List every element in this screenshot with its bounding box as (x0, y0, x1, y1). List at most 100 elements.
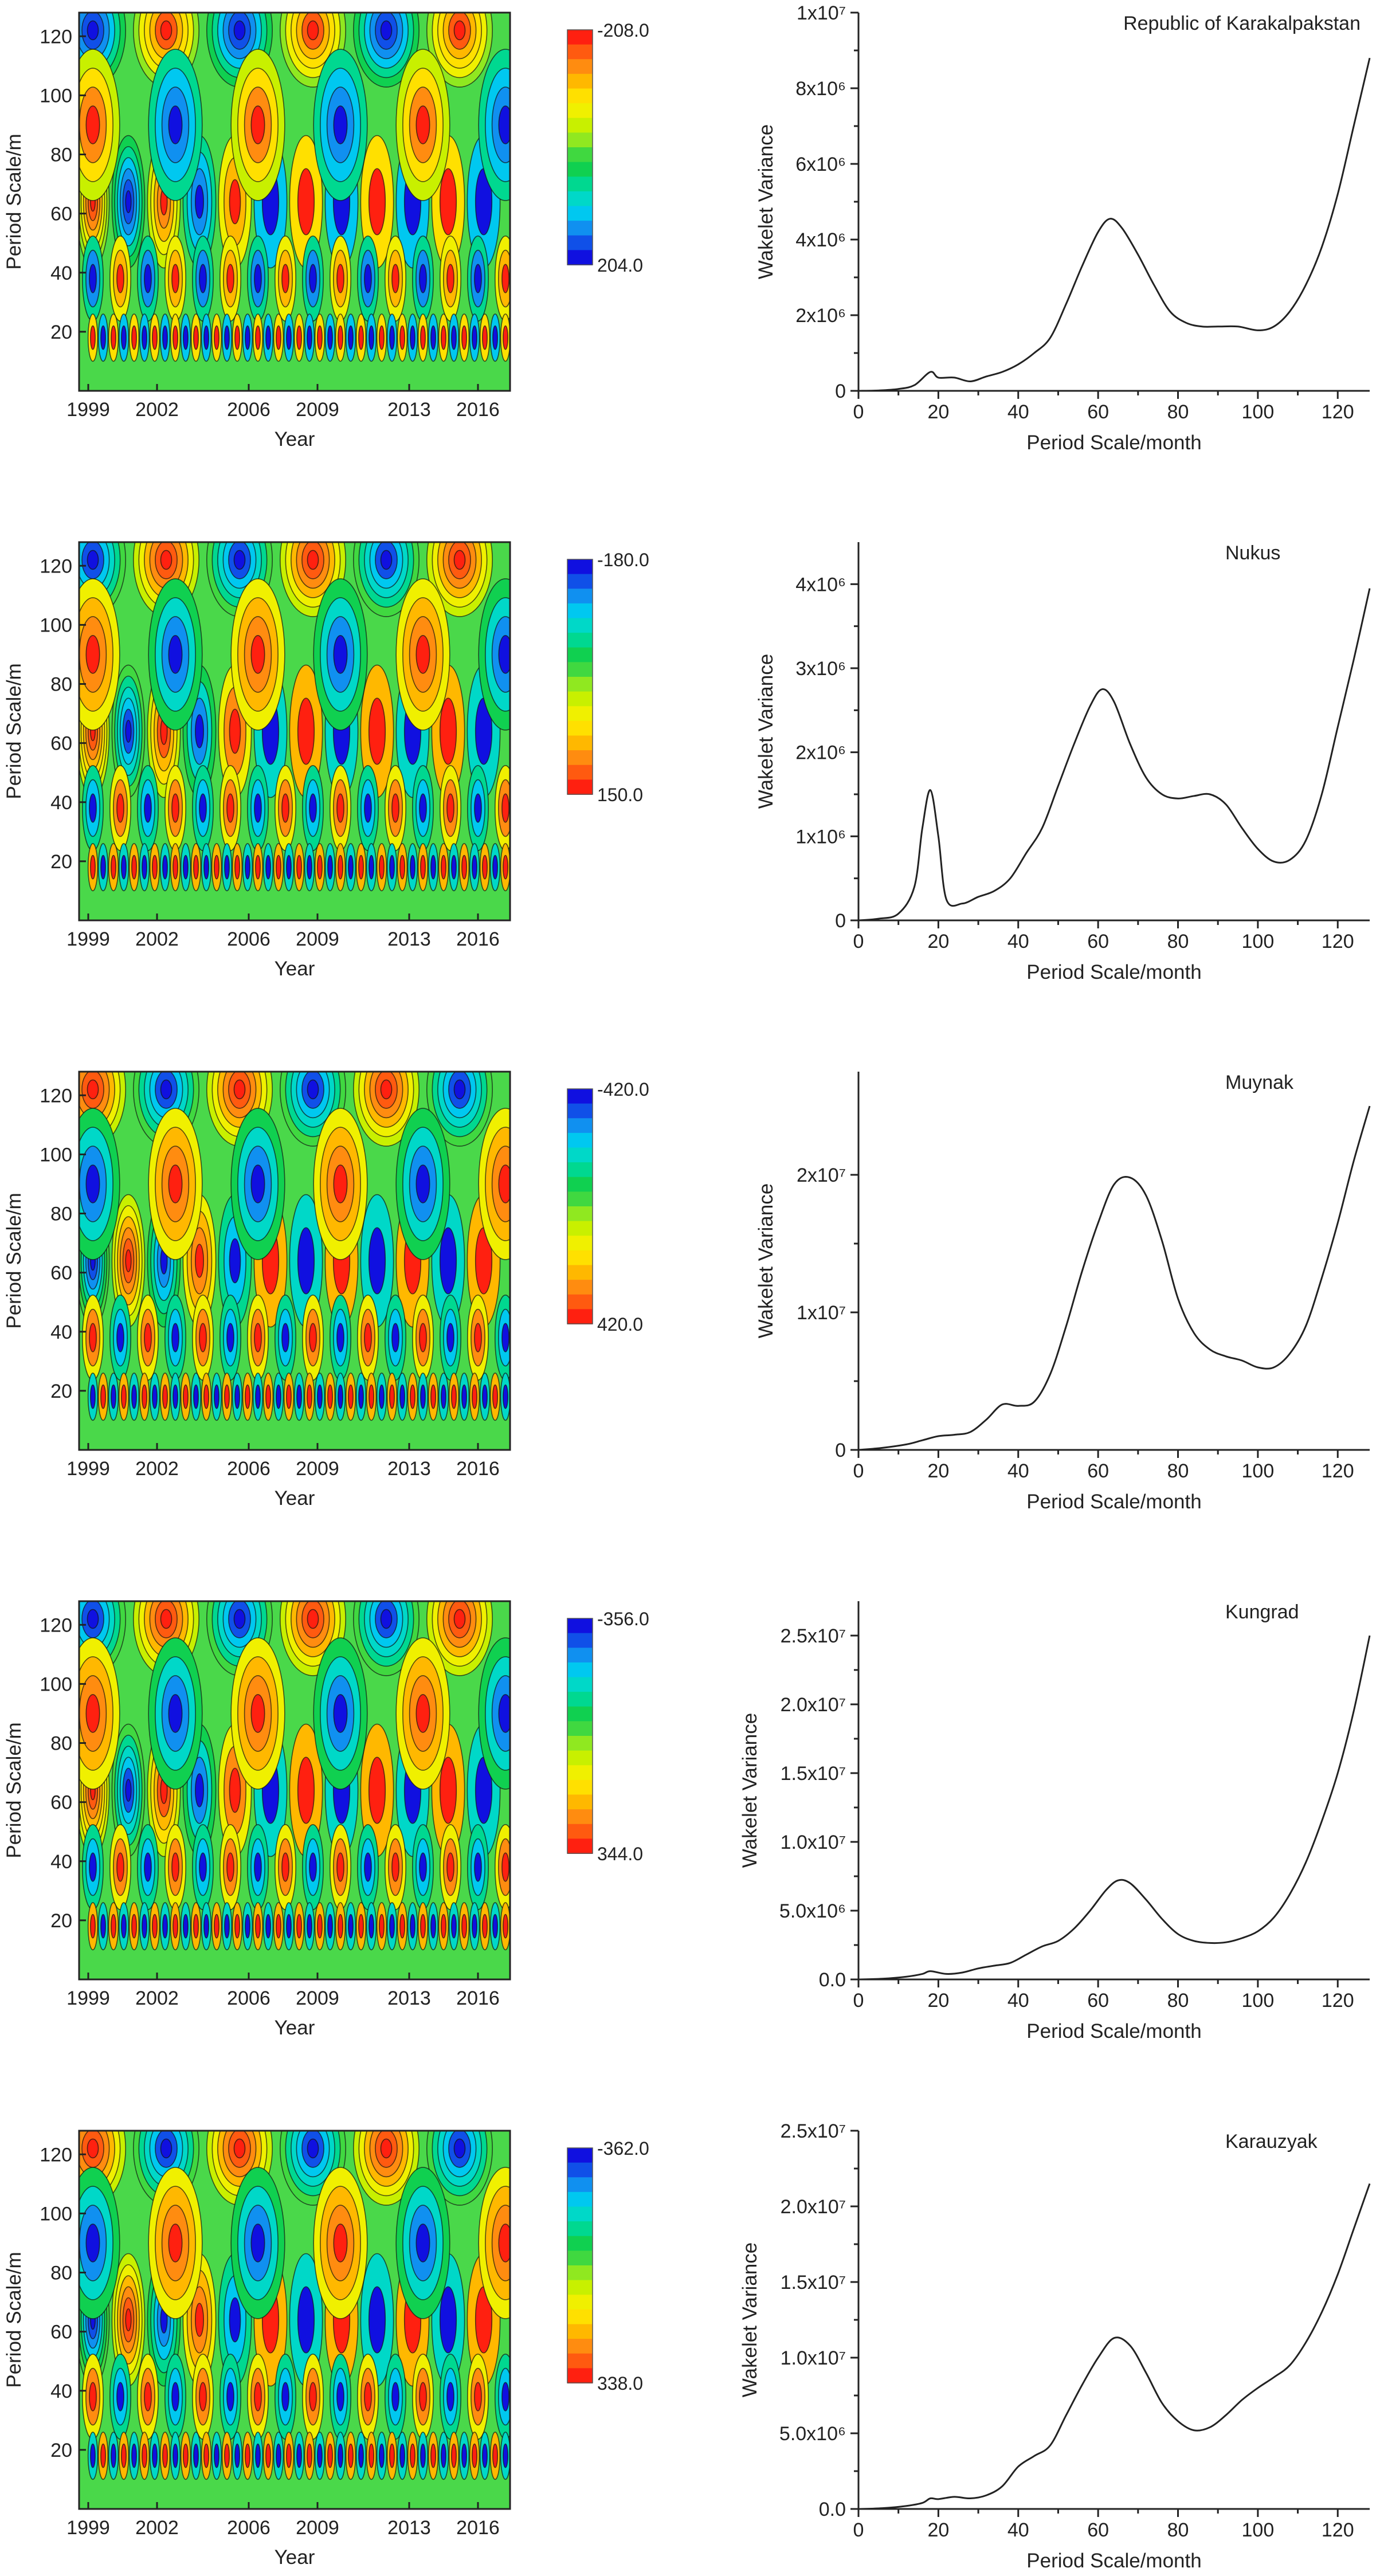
heatmap-contour (85, 2224, 100, 2263)
heatmap-contour (503, 2443, 508, 2468)
heatmap-contour (276, 1384, 281, 1409)
heatmap-contour (234, 325, 240, 350)
heatmap-contour (379, 2443, 385, 2468)
heatmap-contour (142, 2443, 147, 2468)
heatmap-contour (503, 1914, 508, 1939)
variance-x-tick-label: 20 (927, 931, 949, 952)
heatmap-contour (368, 168, 386, 236)
heatmap-contour (379, 1914, 385, 1939)
heatmap-contour (492, 854, 498, 880)
heatmap-contour (307, 1384, 312, 1409)
heatmap-field (79, 542, 510, 920)
variance-x-tick-label: 100 (1242, 401, 1275, 423)
colorbar-bottom-label: 150.0 (597, 785, 643, 805)
heatmap-x-axis-label: Year (275, 2017, 315, 2039)
colorbar-bottom-label: 420.0 (597, 1314, 643, 1335)
heatmap-contour (142, 325, 147, 350)
heatmap-contour (255, 2443, 261, 2468)
heatmap-y-tick-label: 20 (50, 1910, 72, 1932)
heatmap-contour (399, 2443, 405, 2468)
heatmap-contour (199, 2382, 207, 2412)
colorbar-swatch (567, 1221, 593, 1237)
heatmap-contour (441, 854, 446, 880)
heatmap-y-tick-label: 120 (40, 1614, 72, 1636)
heatmap-contour (492, 2443, 498, 2468)
heatmap-contour (195, 714, 204, 748)
heatmap-contour (482, 325, 488, 350)
colorbar: -356.0 344.0 (567, 1609, 649, 1864)
colorbar-swatch (567, 720, 593, 736)
heatmap-contour (144, 793, 152, 823)
colorbar-swatch (567, 44, 593, 60)
variance-y-tick-label: 2.0x10⁷ (781, 2196, 846, 2218)
heatmap-2: 20 40 60 80 100 120 1999 2002 2006 2009 2013 2016 Ye… (3, 541, 649, 980)
heatmap-contour (224, 1914, 230, 1939)
variance-plot-4: 0 20 40 60 80 100 120 0.0 5.0x10⁶ 1.0x10⁷ 1.5x10⁷ 2… (739, 1601, 1371, 2042)
heatmap-contour (368, 854, 374, 880)
heatmap-contour (254, 2382, 262, 2412)
heatmap-contour (474, 1852, 482, 1882)
colorbar-swatch (567, 618, 593, 634)
heatmap-contour (474, 264, 482, 293)
heatmap-contour (368, 697, 386, 765)
heatmap-y-tick-label: 20 (50, 321, 72, 343)
heatmap-contour (492, 1914, 498, 1939)
colorbar-swatch (567, 1824, 593, 1840)
colorbar-swatch (567, 2339, 593, 2354)
colorbar-swatch (567, 1250, 593, 1266)
heatmap-contour (503, 325, 508, 350)
heatmap-contour (234, 1914, 240, 1939)
heatmap-contour (168, 105, 183, 144)
variance-plot-5: 0 20 40 60 80 100 120 0.0 5.0x10⁶ 1.0x10⁷ 1.5x10⁷ 2… (739, 2120, 1371, 2572)
heatmap-contour (368, 1227, 386, 1295)
colorbar-swatch (567, 1809, 593, 1825)
colorbar: -208.0 204.0 (567, 20, 649, 276)
heatmap-contour (90, 1914, 96, 1939)
heatmap-y-tick-label: 40 (50, 262, 72, 284)
heatmap-y-tick-label: 120 (40, 26, 72, 48)
heatmap-x-tick-label: 2016 (456, 1458, 500, 1480)
variance-x-tick-label: 40 (1007, 1460, 1029, 1482)
colorbar-swatch (567, 647, 593, 663)
heatmap-y-tick-label: 60 (50, 733, 72, 755)
variance-x-tick-label: 60 (1087, 1990, 1109, 2012)
heatmap-contour (415, 1694, 430, 1733)
heatmap-contour (333, 1694, 348, 1733)
heatmap-contour (333, 635, 348, 674)
colorbar-swatch (567, 2265, 593, 2281)
heatmap-contour (162, 2443, 168, 2468)
heatmap-contour (307, 1079, 319, 1100)
heatmap-contour (226, 264, 234, 293)
variance-y-tick-label: 1.5x10⁷ (781, 2272, 846, 2293)
heatmap-y-axis-label: Period Scale/m (3, 2252, 25, 2387)
heatmap-contour (183, 854, 189, 880)
variance-y-axis-label: Wakelet Variance (755, 654, 777, 809)
heatmap-contour (100, 325, 106, 350)
heatmap-contour (296, 854, 302, 880)
heatmap-contour (336, 264, 344, 293)
variance-y-axis-label: Wakelet Variance (739, 2242, 761, 2397)
heatmap-contour (87, 550, 99, 570)
heatmap-contour (233, 1079, 246, 1100)
heatmap-contour (307, 550, 319, 570)
heatmap-contour (168, 1694, 183, 1733)
heatmap-contour (226, 1323, 234, 1352)
heatmap-contour (162, 325, 168, 350)
variance-y-tick-label: 2.5x10⁷ (781, 1625, 846, 1647)
variance-plot-title: Karauzyak (1225, 2131, 1318, 2152)
heatmap-field (79, 1072, 510, 1450)
heatmap-contour (410, 1914, 415, 1939)
heatmap-x-tick-label: 2006 (227, 2517, 270, 2539)
heatmap-contour (498, 105, 510, 144)
heatmap-contour (333, 2224, 348, 2263)
heatmap-contour (439, 1756, 457, 1824)
variance-x-tick-label: 20 (927, 2519, 949, 2541)
heatmap-y-tick-label: 100 (40, 1144, 72, 1166)
colorbar: -420.0 420.0 (567, 1079, 649, 1335)
heatmap-contour (482, 1914, 488, 1939)
heatmap-contour (420, 854, 426, 880)
colorbar-swatch (567, 2295, 593, 2310)
heatmap-contour (389, 325, 395, 350)
colorbar-swatch (567, 1648, 593, 1663)
heatmap-contour (152, 1384, 158, 1409)
